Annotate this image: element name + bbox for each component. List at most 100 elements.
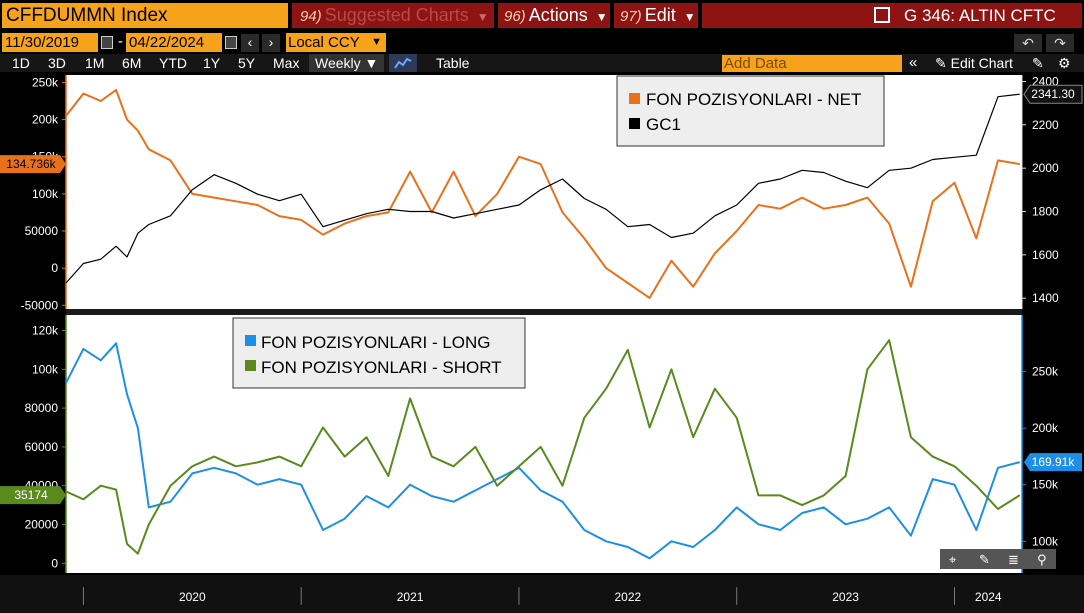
command-bar: CFFDUMMN Index 94) Suggested Charts ▼ 96) A… (0, 0, 1084, 30)
x-axis-band (0, 575, 1084, 613)
left-tick-label: 0 (51, 261, 58, 275)
calendar-icon[interactable] (101, 36, 113, 49)
currency-value: Local CCY (288, 34, 360, 51)
end-date-input[interactable]: 04/22/2024 (126, 33, 222, 52)
gear-icon[interactable]: ⚙ (1058, 55, 1071, 71)
x-tick-label: 2022 (614, 590, 641, 604)
left-tick-label: 200k (32, 113, 59, 127)
x-tick-label: 2021 (397, 590, 424, 604)
left-tick-label: 100k (32, 362, 59, 376)
right-tick-label: 200k (1032, 421, 1059, 435)
legend-net: FON POZISYONLARI - NET (646, 90, 861, 109)
chart-toolbar: 1D 3D 1M 6M YTD 1Y 5Y Max Weekly ▼ Table… (0, 54, 1084, 72)
chevron-left-icon[interactable]: ‹ (241, 34, 259, 52)
pencil-icon: ✎ (935, 55, 947, 71)
svg-text:134.736k: 134.736k (6, 157, 56, 171)
x-tick-label: 2023 (832, 590, 859, 604)
suggested-charts-number: 94) (300, 8, 322, 25)
period-5y[interactable]: 5Y (238, 55, 256, 71)
ticker-input[interactable]: CFFDUMMN Index (2, 3, 288, 28)
suggested-charts-button[interactable]: 94) Suggested Charts ▼ (292, 3, 494, 28)
legend-short: FON POZISYONLARI - SHORT (261, 358, 502, 377)
period-3d[interactable]: 3D (48, 55, 66, 71)
chart-tools: ⌖ ✎ ≣ ⚲ (940, 549, 1056, 569)
collapse-icon[interactable]: « (909, 54, 918, 71)
legend-gc1: GC1 (646, 115, 681, 134)
start-date-input[interactable]: 11/30/2019 (2, 33, 98, 52)
right-tick-label: 100k (1032, 534, 1059, 548)
left-tick-label: 100k (32, 187, 59, 201)
period-1y[interactable]: 1Y (203, 55, 221, 71)
right-tick-label: 2000 (1032, 161, 1059, 175)
annotate-icon[interactable]: ✎ (1032, 55, 1044, 71)
left-tick-label: 0 (51, 556, 58, 570)
redo-icon[interactable]: ↷ (1046, 34, 1074, 52)
panel-divider[interactable] (66, 309, 1022, 315)
left-tick-label: 50000 (25, 224, 59, 238)
actions-label: Actions (528, 5, 588, 25)
undo-icon[interactable]: ↶ (1014, 34, 1042, 52)
currency-select[interactable]: Local CCY ▼ (286, 33, 386, 52)
period-ytd[interactable]: YTD (159, 55, 187, 71)
actions-button[interactable]: 96) Actions ▼ (498, 3, 610, 28)
calendar-icon[interactable] (225, 36, 237, 49)
chart-title-bar: G 346: ALTIN CFTC (702, 3, 1082, 28)
bottom-legend: FON POZISYONLARI - LONG FON POZISYONLARI… (232, 317, 526, 389)
x-tick-label: 2020 (179, 590, 206, 604)
chevron-down-icon: ▼ (476, 10, 489, 24)
left-tick-label: 250k (32, 75, 59, 89)
left-last-value-label: 134.736k (0, 155, 66, 174)
svg-text:169.91k: 169.91k (1032, 455, 1076, 469)
period-1m[interactable]: 1M (85, 55, 105, 71)
date-bar: 11/30/2019 - 04/22/2024 ‹ › Local CCY ▼ … (0, 33, 1084, 53)
series-line-0-1 (65, 93, 1020, 284)
period-max[interactable]: Max (273, 55, 300, 71)
series-line-1-0 (65, 342, 1021, 560)
external-link-icon[interactable] (874, 7, 890, 23)
chart-area: -50000 0 50000 100k 150k 200k 250k 1400 1600 1800… (0, 72, 1084, 613)
chevron-down-icon: ▼ (371, 36, 382, 48)
legend-swatch-long (245, 335, 256, 346)
right-last-value-label: 2341.30 (1023, 84, 1083, 104)
legend-swatch-short (245, 360, 256, 371)
svg-text:35174: 35174 (14, 488, 48, 502)
frequency-select[interactable]: Weekly ▼ (309, 54, 385, 72)
left-tick-label: 60000 (25, 440, 59, 454)
bottom-panel-plot (66, 315, 1022, 573)
chevron-down-icon: ▼ (683, 10, 696, 24)
period-6m[interactable]: 6M (122, 55, 142, 71)
right-tick-label: 250k (1032, 365, 1059, 379)
right-last-value-label: 169.91k (1024, 453, 1082, 472)
legend-long: FON POZISYONLARI - LONG (261, 333, 491, 352)
left-last-value-label: 35174 (0, 486, 66, 505)
frequency-value: Weekly (315, 55, 361, 71)
right-tick-label: 1800 (1032, 205, 1059, 219)
edit-button[interactable]: 97) Edit ▼ (614, 3, 698, 28)
crosshair-icon[interactable]: ⌖ (949, 553, 957, 568)
actions-number: 96) (504, 8, 526, 25)
chevron-down-icon: ▼ (595, 10, 608, 24)
zoom-icon[interactable]: ⚲ (1037, 553, 1047, 568)
date-separator: - (118, 33, 123, 50)
chevron-right-icon[interactable]: › (262, 34, 280, 52)
chevron-down-icon: ▼ (364, 55, 379, 71)
left-tick-label: 80000 (25, 401, 59, 415)
list-icon[interactable]: ≣ (1008, 553, 1019, 568)
edit-chart-button[interactable]: ✎ Edit Chart (935, 54, 1013, 72)
right-tick-label: 150k (1032, 478, 1059, 492)
legend-swatch-gc1 (629, 118, 640, 129)
right-tick-label: 1400 (1032, 291, 1059, 305)
edit-chart-label: Edit Chart (950, 55, 1013, 71)
x-tick-label: 2024 (975, 590, 1002, 604)
left-tick-label: -50000 (21, 298, 59, 312)
draw-icon[interactable]: ✎ (979, 553, 990, 568)
edit-number: 97) (620, 8, 642, 25)
table-button[interactable]: Table (436, 55, 470, 71)
period-1d[interactable]: 1D (12, 55, 30, 71)
suggested-charts-label: Suggested Charts (324, 5, 469, 25)
chart-title: G 346: ALTIN CFTC (904, 6, 1056, 25)
line-chart-icon[interactable] (389, 54, 417, 72)
add-data-input[interactable]: Add Data (722, 55, 902, 72)
right-tick-label: 1600 (1032, 248, 1059, 262)
left-tick-label: 20000 (25, 518, 59, 532)
